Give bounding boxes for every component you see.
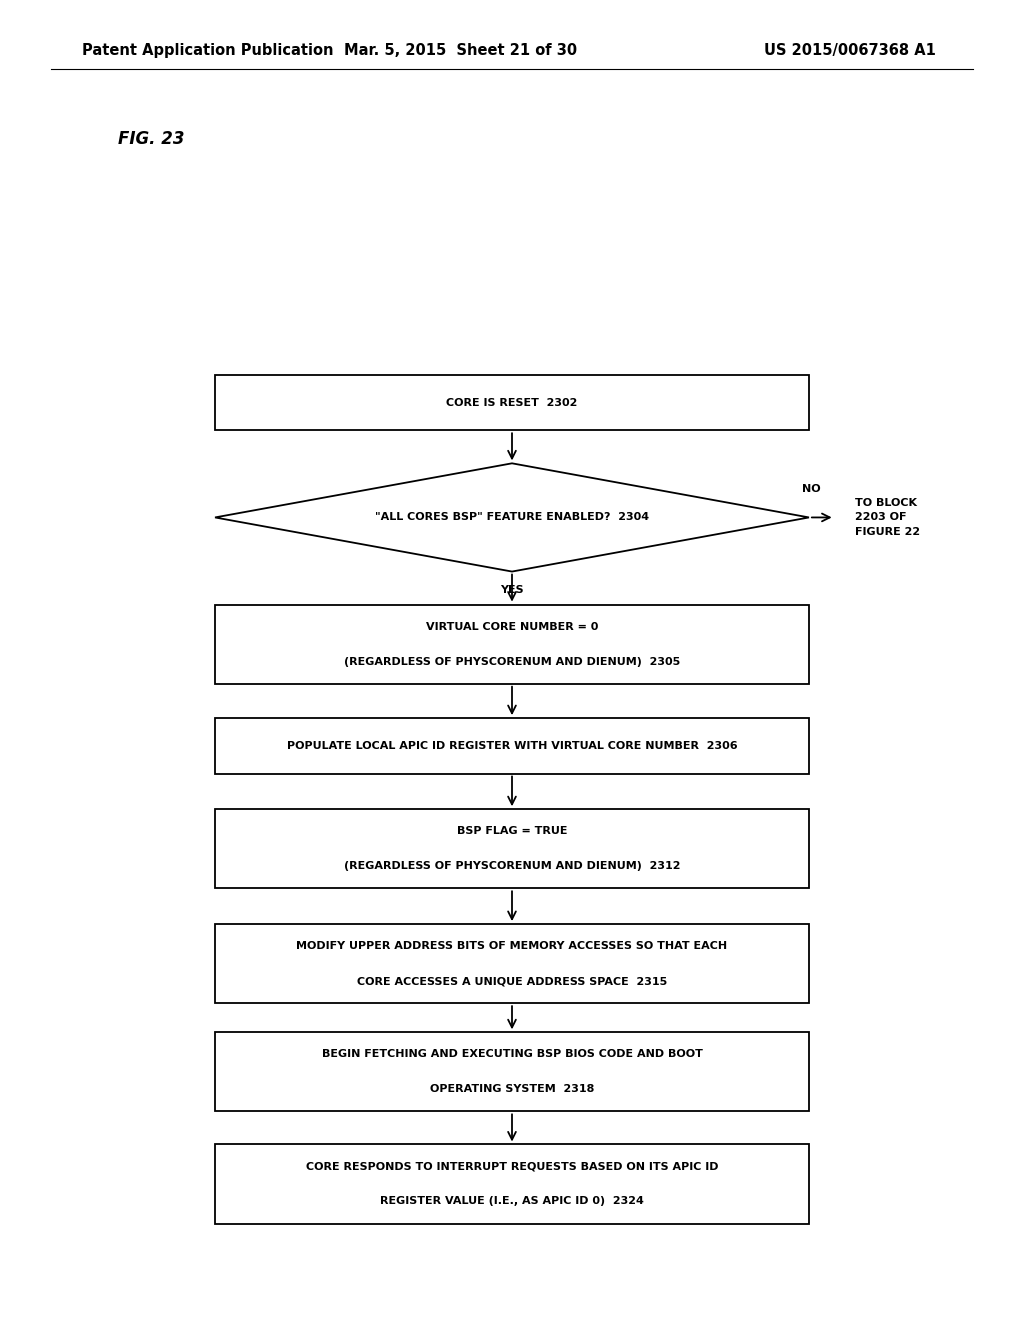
Text: Patent Application Publication: Patent Application Publication [82,42,334,58]
Bar [215,924,809,1003]
Text: (REGARDLESS OF PHYSCORENUM AND DIENUM)  2312: (REGARDLESS OF PHYSCORENUM AND DIENUM) 2… [344,861,680,871]
Text: Mar. 5, 2015  Sheet 21 of 30: Mar. 5, 2015 Sheet 21 of 30 [344,42,578,58]
Text: YES: YES [500,585,524,595]
Bar [215,1032,809,1111]
Polygon shape [215,463,809,572]
Text: NO: NO [802,483,821,494]
Text: MODIFY UPPER ADDRESS BITS OF MEMORY ACCESSES SO THAT EACH: MODIFY UPPER ADDRESS BITS OF MEMORY ACCE… [296,941,728,952]
Bar [215,718,809,774]
Text: POPULATE LOCAL APIC ID REGISTER WITH VIRTUAL CORE NUMBER  2306: POPULATE LOCAL APIC ID REGISTER WITH VIR… [287,741,737,751]
Text: VIRTUAL CORE NUMBER = 0: VIRTUAL CORE NUMBER = 0 [426,622,598,632]
Text: "ALL CORES BSP" FEATURE ENABLED?  2304: "ALL CORES BSP" FEATURE ENABLED? 2304 [375,512,649,523]
Text: CORE RESPONDS TO INTERRUPT REQUESTS BASED ON ITS APIC ID: CORE RESPONDS TO INTERRUPT REQUESTS BASE… [306,1162,718,1172]
Bar [215,605,809,684]
Text: FIG. 23: FIG. 23 [118,129,184,148]
Bar [215,1144,809,1224]
Text: BSP FLAG = TRUE: BSP FLAG = TRUE [457,826,567,837]
Text: US 2015/0067368 A1: US 2015/0067368 A1 [764,42,936,58]
Bar [215,809,809,888]
Text: TO BLOCK
2203 OF
FIGURE 22: TO BLOCK 2203 OF FIGURE 22 [855,498,921,537]
Text: CORE IS RESET  2302: CORE IS RESET 2302 [446,397,578,408]
Bar [215,375,809,430]
Text: CORE ACCESSES A UNIQUE ADDRESS SPACE  2315: CORE ACCESSES A UNIQUE ADDRESS SPACE 231… [357,975,667,986]
Text: REGISTER VALUE (I.E., AS APIC ID 0)  2324: REGISTER VALUE (I.E., AS APIC ID 0) 2324 [380,1196,644,1206]
Text: (REGARDLESS OF PHYSCORENUM AND DIENUM)  2305: (REGARDLESS OF PHYSCORENUM AND DIENUM) 2… [344,656,680,667]
Text: BEGIN FETCHING AND EXECUTING BSP BIOS CODE AND BOOT: BEGIN FETCHING AND EXECUTING BSP BIOS CO… [322,1049,702,1060]
Text: OPERATING SYSTEM  2318: OPERATING SYSTEM 2318 [430,1084,594,1094]
